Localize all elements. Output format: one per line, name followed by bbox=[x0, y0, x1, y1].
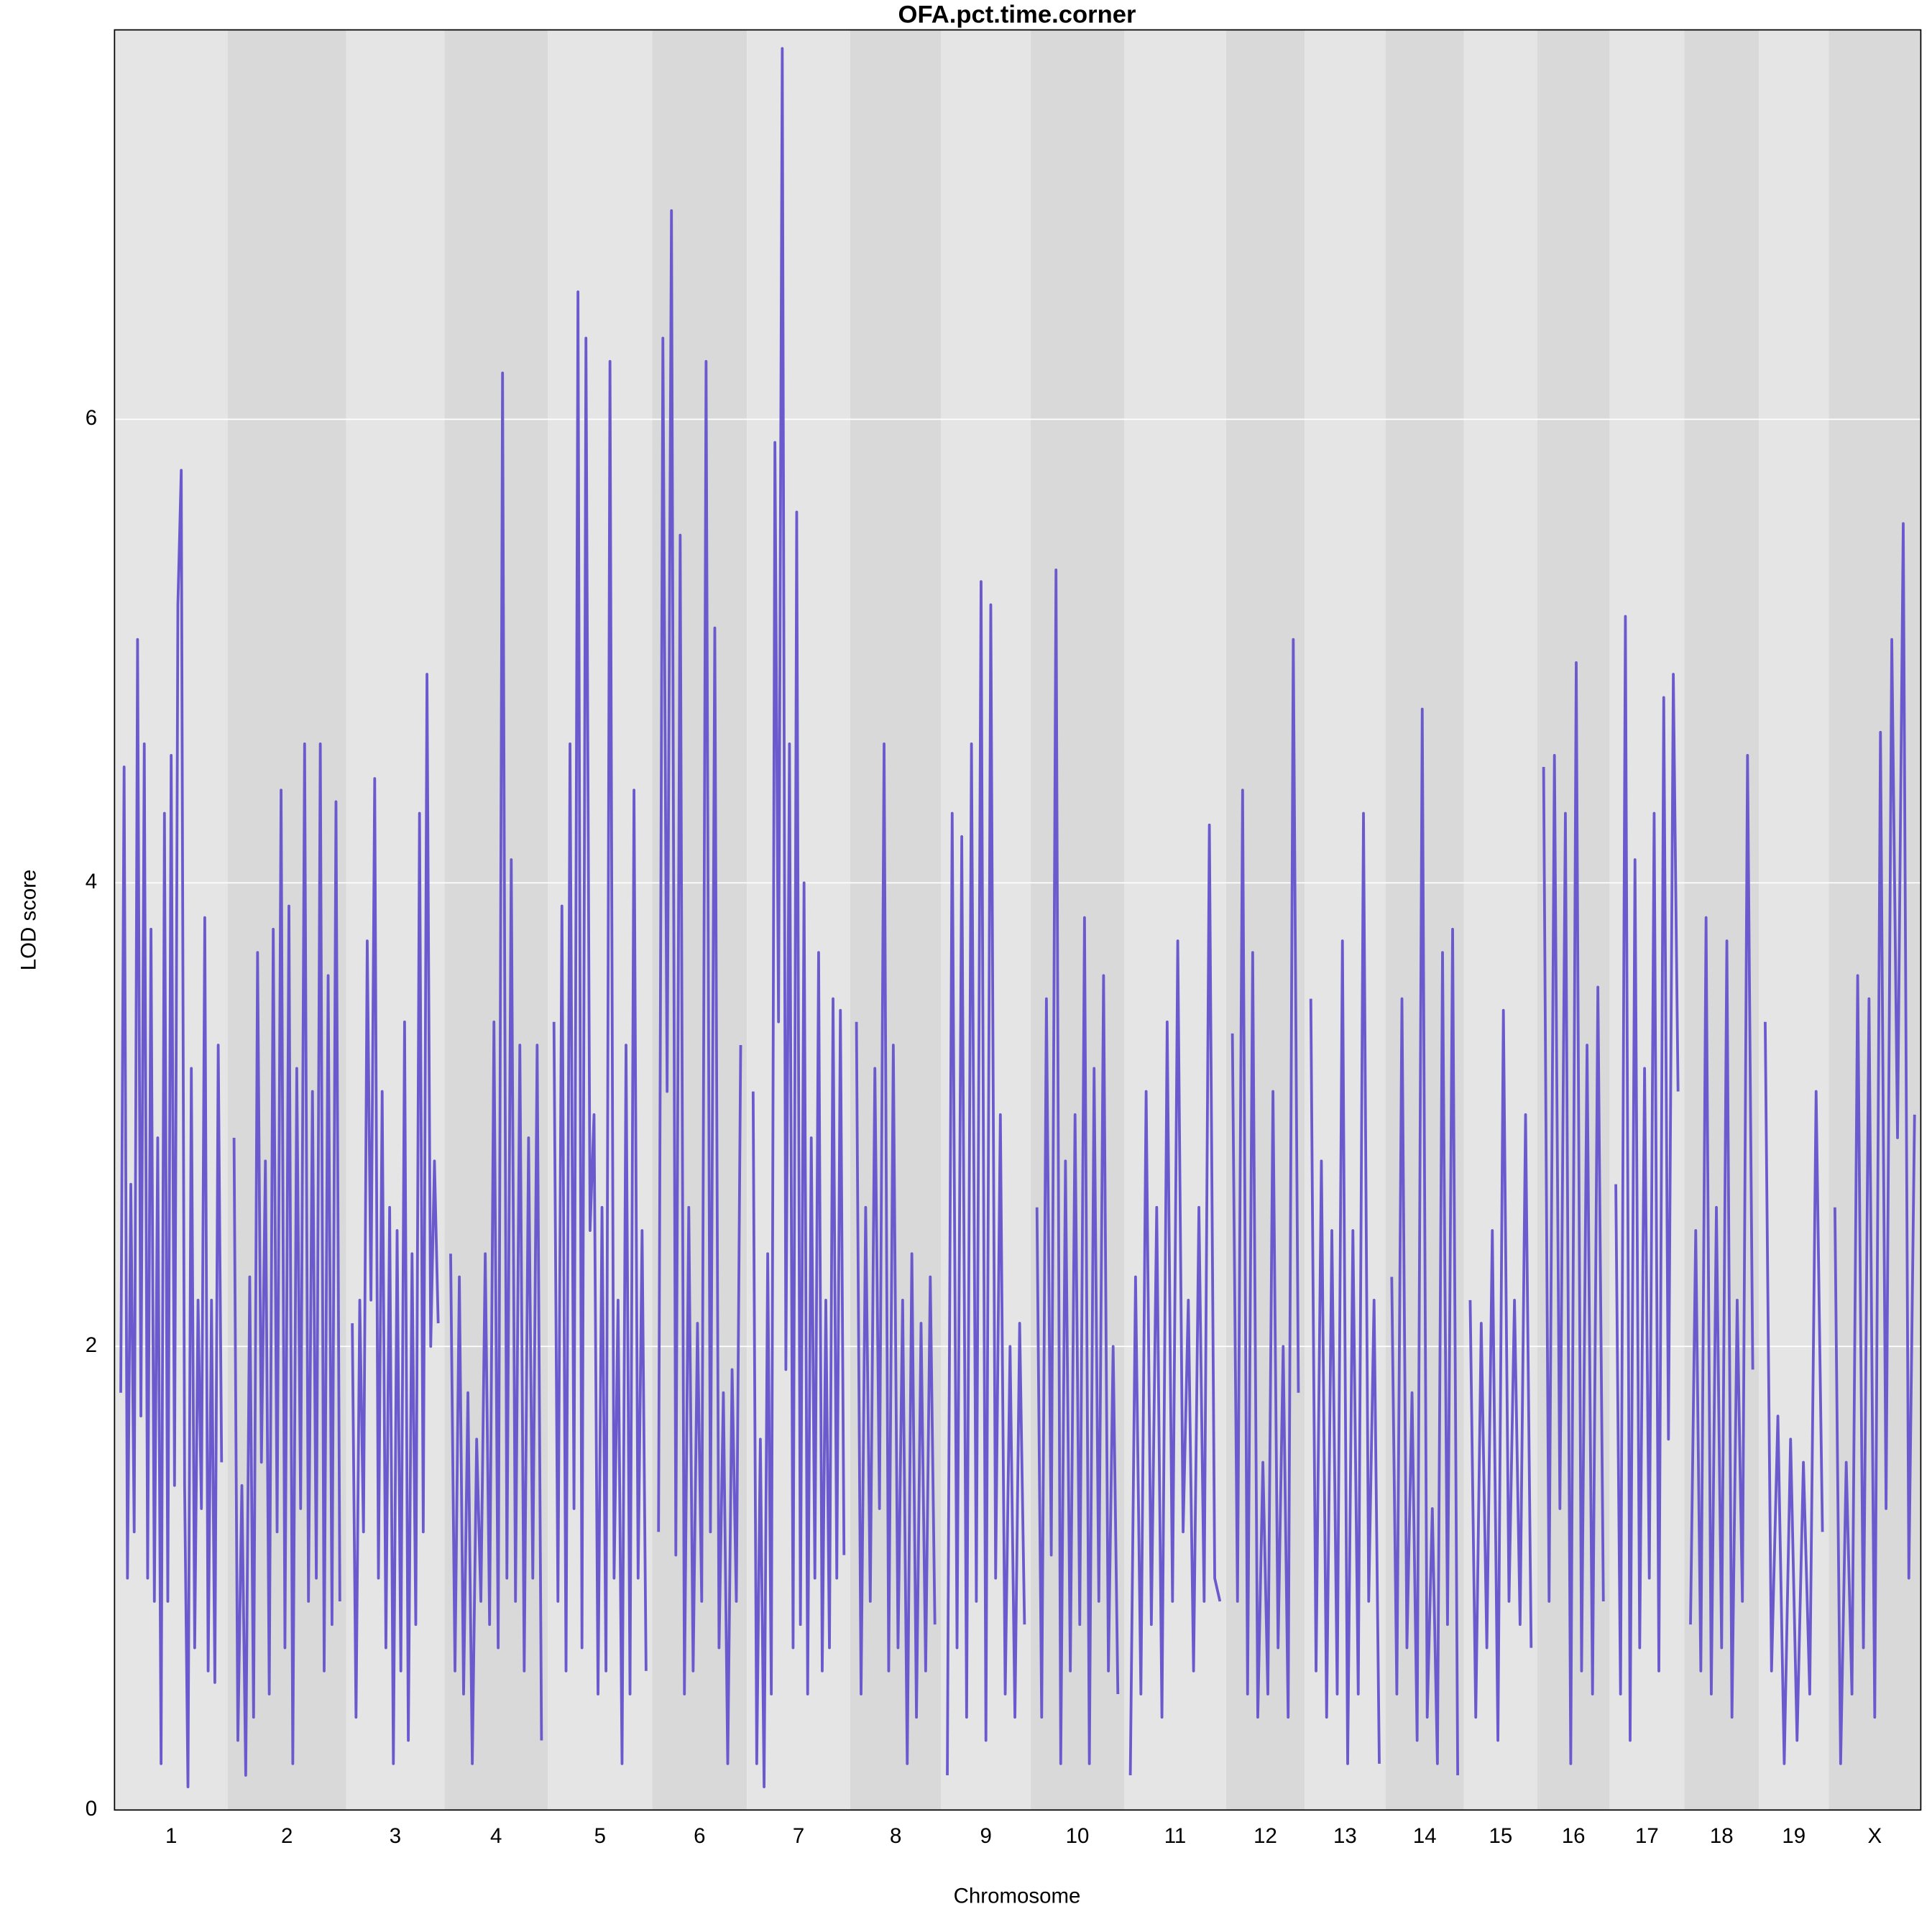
y-tick-label: 2 bbox=[86, 1333, 97, 1357]
x-tick-label: 7 bbox=[793, 1824, 804, 1848]
chart-title: OFA.pct.time.corner bbox=[898, 1, 1136, 29]
x-axis-label: Chromosome bbox=[954, 1884, 1081, 1908]
lod-line bbox=[1689, 754, 1754, 1719]
lod-line bbox=[1035, 568, 1120, 1765]
lod-line bbox=[1614, 615, 1680, 1742]
x-tick-label: 16 bbox=[1562, 1824, 1586, 1848]
y-tick-label: 4 bbox=[86, 870, 97, 893]
lod-line bbox=[232, 742, 341, 1777]
lod-line bbox=[1764, 1021, 1824, 1765]
lod-line bbox=[351, 673, 440, 1765]
x-tick-label: 5 bbox=[594, 1824, 606, 1848]
lod-line bbox=[1230, 638, 1300, 1719]
x-tick-label: 13 bbox=[1333, 1824, 1357, 1848]
x-tick-label: 14 bbox=[1413, 1824, 1437, 1848]
plot-frame bbox=[114, 29, 1922, 1811]
x-tick-label: 3 bbox=[390, 1824, 401, 1848]
x-tick-label: 9 bbox=[980, 1824, 992, 1848]
x-tick-label: 4 bbox=[490, 1824, 502, 1848]
lod-line bbox=[946, 580, 1026, 1775]
x-tick-label: 11 bbox=[1164, 1824, 1187, 1848]
lod-line bbox=[1128, 823, 1222, 1775]
x-tick-label: 12 bbox=[1254, 1824, 1277, 1848]
lod-line bbox=[1542, 661, 1605, 1765]
x-tick-label: 8 bbox=[890, 1824, 901, 1848]
x-tick-label: 18 bbox=[1710, 1824, 1734, 1848]
lod-line bbox=[1834, 522, 1916, 1765]
lod-line bbox=[657, 209, 742, 1765]
x-tick-label: 10 bbox=[1066, 1824, 1090, 1848]
lod-line bbox=[1390, 707, 1460, 1775]
x-tick-label: 15 bbox=[1489, 1824, 1513, 1848]
x-tick-label: 17 bbox=[1635, 1824, 1659, 1848]
x-tick-label: 2 bbox=[281, 1824, 293, 1848]
x-tick-label: X bbox=[1868, 1824, 1882, 1848]
x-tick-label: 6 bbox=[694, 1824, 705, 1848]
x-tick-label: 1 bbox=[165, 1824, 177, 1848]
lod-line bbox=[855, 742, 937, 1765]
lod-line bbox=[1468, 1008, 1533, 1742]
y-tick-label: 0 bbox=[86, 1797, 97, 1821]
lod-line bbox=[552, 290, 648, 1765]
lod-line bbox=[1309, 811, 1381, 1765]
y-axis-label: LOD score bbox=[17, 870, 40, 971]
y-tick-label: 6 bbox=[86, 406, 97, 430]
lod-line bbox=[449, 371, 543, 1765]
lod-line bbox=[751, 47, 846, 1788]
x-tick-label: 19 bbox=[1782, 1824, 1806, 1848]
lod-line bbox=[119, 469, 224, 1788]
chromosome-band bbox=[227, 29, 346, 1811]
